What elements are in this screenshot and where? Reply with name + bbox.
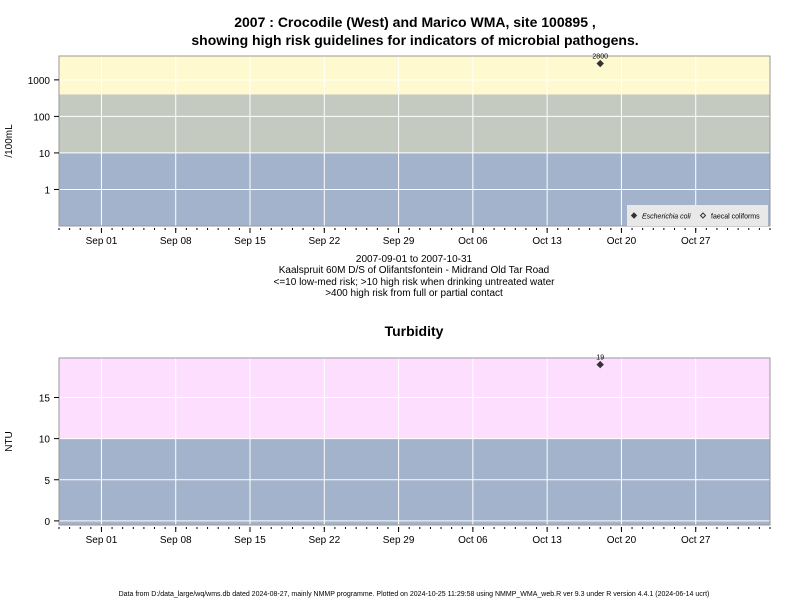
risk-band-1 xyxy=(59,94,770,153)
data-label: 2800 xyxy=(592,54,608,61)
x-tick-label: Sep 08 xyxy=(160,236,192,247)
y-axis-title: /100mL xyxy=(4,124,15,158)
y-tick-label: 5 xyxy=(44,476,50,487)
x-tick-label: Sep 29 xyxy=(383,236,415,247)
data-label: 19 xyxy=(596,355,604,362)
panel-border xyxy=(58,357,771,526)
legend-box xyxy=(627,205,768,226)
legend-label: faecal coliforms xyxy=(711,214,760,221)
risk-band-0 xyxy=(59,438,770,525)
y-tick-label: 100 xyxy=(33,112,50,123)
x-tick-label: Sep 22 xyxy=(308,236,340,247)
y-tick-label: 0 xyxy=(44,517,50,528)
subtitle-risk-contact: >400 high risk from full or partial cont… xyxy=(325,288,503,299)
x-tick-label: Oct 20 xyxy=(607,236,637,247)
x-tick-label: Sep 01 xyxy=(86,535,118,546)
x-tick-label: Oct 13 xyxy=(532,535,562,546)
legend-label: Escherichia coli xyxy=(642,214,691,221)
x-tick-label: Sep 22 xyxy=(308,535,340,546)
x-tick-label: Oct 06 xyxy=(458,236,488,247)
y-tick-label: 10 xyxy=(39,435,51,446)
x-tick-label: Sep 29 xyxy=(383,535,415,546)
legend: Escherichia coli faecal coliforms xyxy=(627,205,768,226)
turbidity-plot-panel: 0 5 10 15 NTU Sep 01 Sep 08 Sep 15 Sep 22 Sep 29 O… xyxy=(4,355,771,546)
chart-title-line2: showing high risk guidelines for indicat… xyxy=(191,32,638,48)
x-tick-label: Sep 15 xyxy=(234,236,266,247)
legend-marker xyxy=(699,212,707,219)
legend-marker xyxy=(630,212,638,219)
y-tick-label: 15 xyxy=(39,393,51,404)
footer-note: Data from D:/data_large/wq/wms.db dated … xyxy=(119,591,710,598)
y-tick-label: 1000 xyxy=(28,76,51,87)
y-tick-label: 1 xyxy=(44,185,50,196)
subtitle-site: Kaalspruit 60M D/S of Olifantsfontein - … xyxy=(279,265,550,276)
x-tick-label: Sep 08 xyxy=(160,535,192,546)
data-point xyxy=(596,59,604,68)
subtitle-date-range: 2007-09-01 to 2007-10-31 xyxy=(356,254,473,265)
panel-border xyxy=(58,55,771,227)
y-axis-title: NTU xyxy=(4,431,15,452)
chart-title-line1: 2007 : Crocodile (West) and Marico WMA, … xyxy=(234,14,596,30)
turbidity-title: Turbidity xyxy=(385,323,444,339)
y-tick-label: 10 xyxy=(39,149,51,160)
x-tick-label: Oct 06 xyxy=(458,535,488,546)
microbial-plot-panel: 1 10 100 1000/100mL Sep 01 Sep 08 Sep 15 Sep 22… xyxy=(4,54,771,247)
x-tick-label: Oct 13 xyxy=(532,236,562,247)
x-tick-label: Sep 01 xyxy=(86,236,118,247)
x-tick-label: Oct 27 xyxy=(681,535,711,546)
risk-band-1 xyxy=(59,358,770,439)
x-tick-label: Sep 15 xyxy=(234,535,266,546)
risk-band-2 xyxy=(59,56,770,95)
subtitle-risk-drinking: <=10 low-med risk; >10 high risk when dr… xyxy=(274,277,556,288)
x-tick-label: Oct 27 xyxy=(681,236,711,247)
x-tick-label: Oct 20 xyxy=(607,535,637,546)
data-point xyxy=(596,360,604,369)
